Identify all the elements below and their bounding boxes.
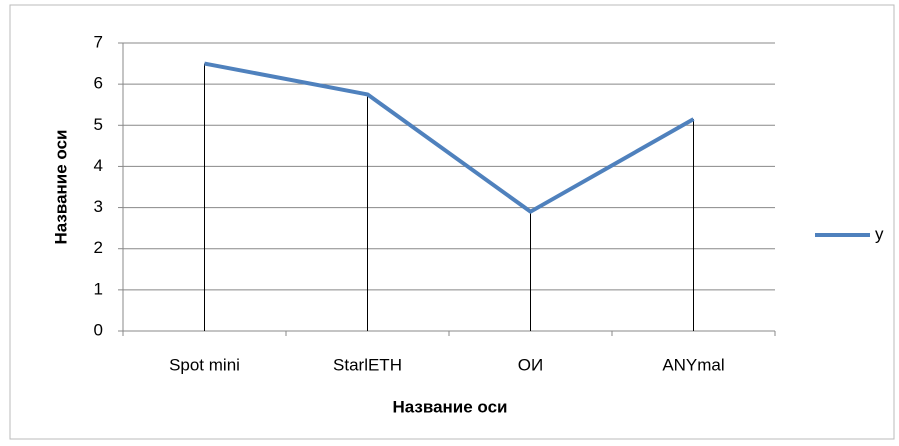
y-tick-label: 4 (94, 156, 103, 175)
series-line (204, 61, 695, 214)
y-tick-label: 1 (94, 279, 103, 298)
x-tick-label: StarlETH (333, 355, 402, 374)
y-tick-label: 6 (94, 74, 103, 93)
y-tick-label: 7 (94, 32, 103, 51)
y-axis-title: Название оси (51, 129, 70, 244)
y-tick-label: 5 (94, 115, 103, 134)
x-tick-label: Spot mini (169, 355, 240, 374)
chart-frame (9, 4, 895, 440)
legend-label: y (875, 224, 884, 243)
x-axis-title: Название оси (392, 397, 507, 416)
y-tick-label: 0 (94, 320, 103, 339)
x-tick-label: ANYmal (662, 355, 724, 374)
y-tick-label: 3 (94, 197, 103, 216)
x-tick-label: ОИ (518, 355, 543, 374)
y-tick-label: 2 (94, 238, 103, 257)
